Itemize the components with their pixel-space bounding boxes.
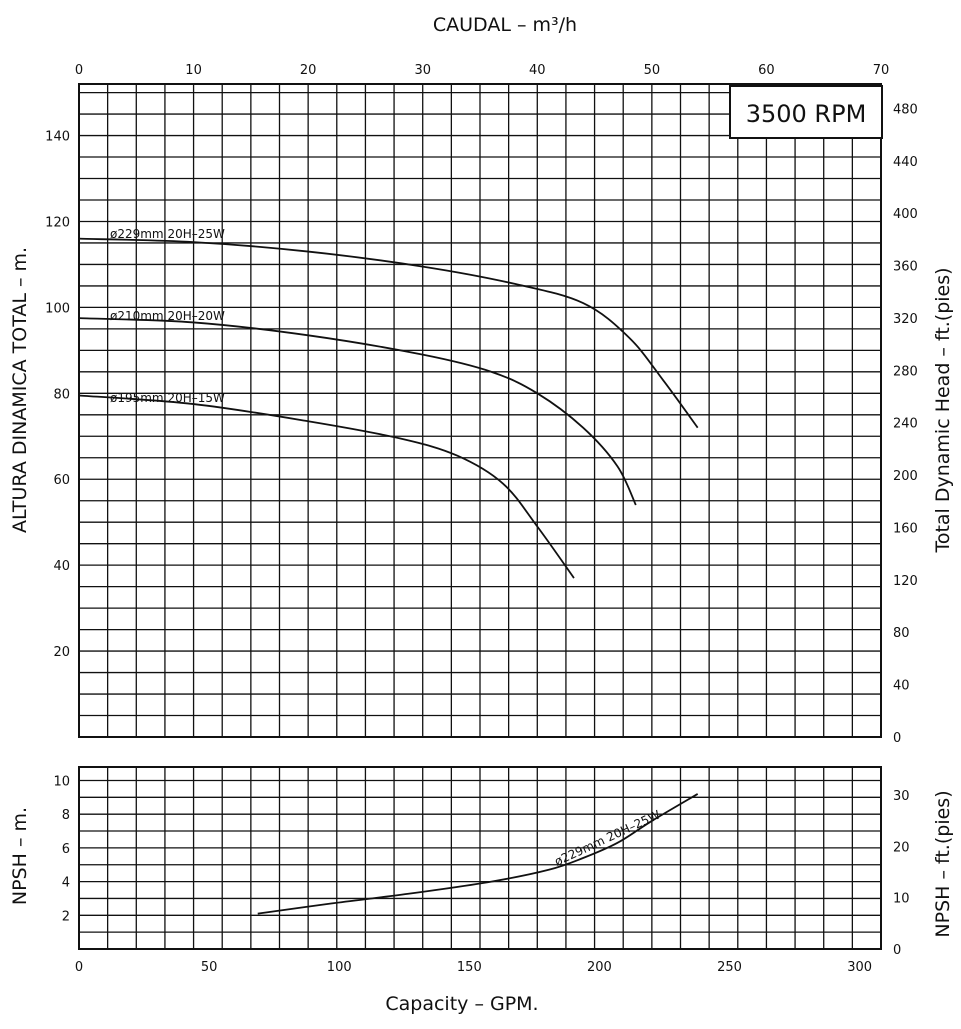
chart-title: 3500 RPM [746,100,867,128]
bottom-tick-label: 100 [327,960,352,975]
top-tick-label: 0 [75,63,83,78]
npsh-left-tick-label: 2 [62,909,70,924]
npsh-right-tick-label: 0 [893,943,901,958]
right-tick-label: 320 [893,312,918,327]
bottom-tick-label: 50 [201,960,218,975]
npsh-curve-0 [257,793,699,915]
head-curve-1 [78,317,637,506]
left-tick-label: 20 [53,645,70,660]
left-tick-label: 60 [53,473,70,488]
bottom-tick-label: 200 [587,960,612,975]
head-curve-0 [78,237,699,429]
plot-frames [78,83,882,950]
right-tick-label: 160 [893,521,918,536]
right-tick-label: 200 [893,469,918,484]
npsh-right-tick-label: 30 [893,789,910,804]
top-tick-label: 70 [873,63,890,78]
npsh-right-axis-title: NPSH – ft.(pies) [932,790,954,937]
npsh-right-tick-label: 10 [893,892,910,907]
tick-labels: 0 10 20 30 40 50 60 700 50 100 150 200 250 3002040608… [45,63,918,975]
top-tick-label: 30 [414,63,431,78]
right-tick-label: 80 [893,626,910,641]
npsh-left-axis-title: NPSH – m. [9,807,31,905]
head-plot-frame [78,83,882,738]
right-tick-label: 280 [893,364,918,379]
top-tick-label: 10 [185,63,202,78]
bottom-tick-label: 0 [75,960,83,975]
left-axis-title: ALTURA DINAMICA TOTAL – m. [9,247,31,533]
top-tick-label: 40 [529,63,546,78]
bottom-axis-title: Capacity – GPM. [385,993,538,1015]
right-tick-label: 40 [893,679,910,694]
right-tick-label: 120 [893,574,918,589]
npsh-left-tick-label: 6 [62,842,70,857]
left-tick-label: 100 [45,301,70,316]
left-tick-label: 140 [45,130,70,145]
right-tick-label: 480 [893,102,918,117]
right-tick-label: 440 [893,155,918,170]
right-tick-label: 400 [893,207,918,222]
right-tick-label: 360 [893,260,918,275]
npsh-left-tick-label: 8 [62,808,70,823]
npsh-left-tick-label: 10 [53,774,70,789]
bottom-tick-label: 300 [847,960,872,975]
bottom-tick-label: 250 [717,960,742,975]
rpm-box [729,85,883,139]
top-axis-title: CAUDAL – m³/h [433,14,577,36]
right-axis-title: Total Dynamic Head – ft.(pies) [932,267,954,553]
head-curve-2 [78,394,575,579]
bottom-tick-label: 150 [457,960,482,975]
npsh-curve-label: ø229mm 20H–25W [552,807,662,868]
top-tick-label: 60 [758,63,775,78]
curve-label-195: ø195mm 20H–15W [110,391,225,405]
top-tick-label: 50 [644,63,661,78]
right-tick-label: 0 [893,731,901,746]
npsh-right-tick-label: 20 [893,840,910,855]
right-tick-label: 240 [893,417,918,432]
left-tick-label: 120 [45,215,70,230]
left-tick-label: 80 [53,387,70,402]
npsh-left-tick-label: 4 [62,876,70,891]
npsh-plot-frame [78,766,882,950]
curves [78,237,699,915]
curve-label-210: ø210mm 20H–20W [110,309,225,323]
curve-label-229: ø229mm 20H–25W [110,227,225,241]
left-tick-label: 40 [53,559,70,574]
top-tick-label: 20 [300,63,317,78]
grid [78,84,882,950]
